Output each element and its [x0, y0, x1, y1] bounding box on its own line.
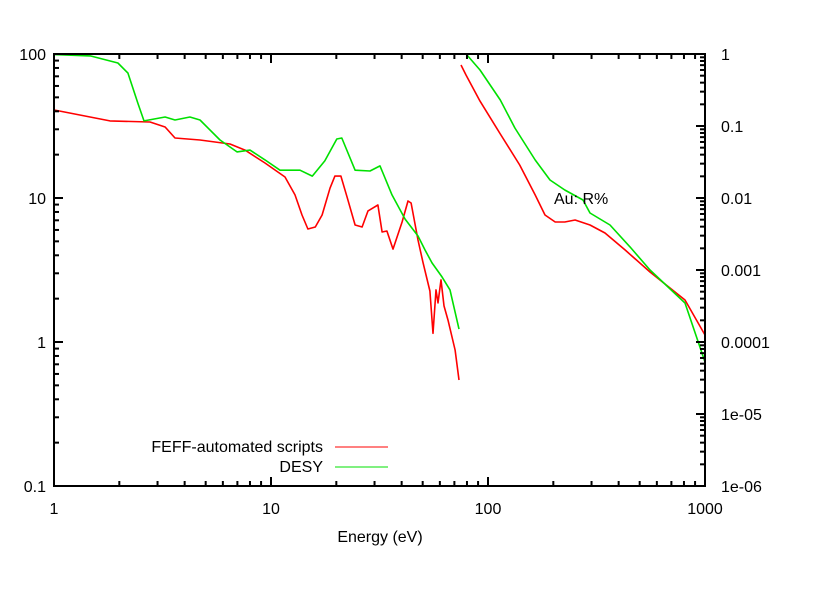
legend-label-feff: FEFF-automated scripts — [151, 439, 323, 456]
y2-tick-label: 0.0001 — [721, 335, 770, 352]
y2-tick-label: 1 — [721, 47, 730, 64]
legend: FEFF-automated scripts DESY — [151, 439, 388, 476]
y2-tick-label: 0.01 — [721, 191, 752, 208]
y2-tick-label: 0.1 — [721, 119, 743, 136]
y-tick-label: 10 — [28, 191, 46, 208]
y-tick-label: 0.1 — [24, 479, 46, 496]
y2-tick-label: 1e-06 — [721, 479, 762, 496]
series-line-desy-y2 — [466, 54, 706, 363]
annotation-label: Au: R% — [554, 191, 608, 208]
y2-tick-label: 1e-05 — [721, 407, 762, 424]
x-tick-label: 1000 — [687, 501, 723, 518]
x-tick-label: 1 — [50, 501, 59, 518]
y-tick-label: 1 — [37, 335, 46, 352]
legend-label-desy: DESY — [279, 459, 323, 476]
y2-tick-label: 0.001 — [721, 263, 761, 280]
y-tick-label: 100 — [19, 47, 46, 64]
series-line-desy-y — [54, 53, 460, 330]
series-line-feff-y — [54, 109, 460, 381]
x-axis-label: Energy (eV) — [337, 529, 422, 546]
x-tick-label: 10 — [262, 501, 280, 518]
x-tick-label: 100 — [475, 501, 502, 518]
series-line-feff-y2 — [460, 64, 706, 336]
